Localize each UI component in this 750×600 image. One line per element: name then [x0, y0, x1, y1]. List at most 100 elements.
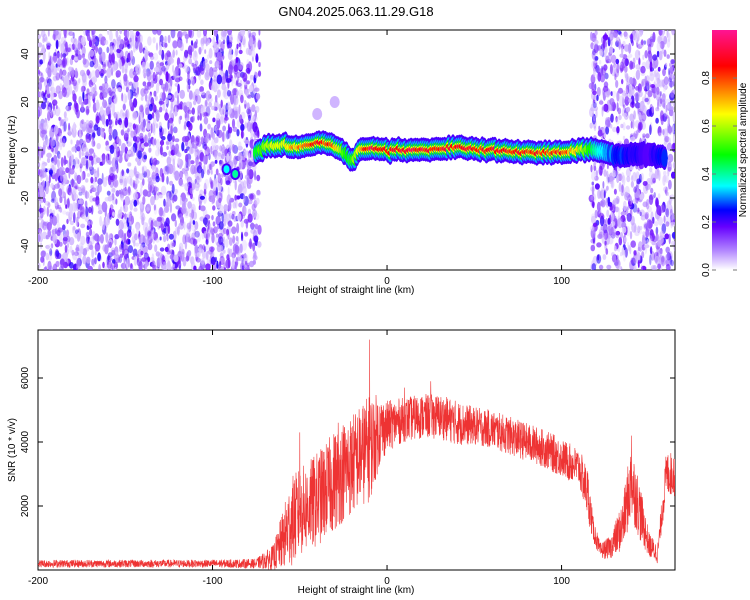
noise-speckle	[188, 85, 191, 90]
noise-speckle	[234, 179, 237, 191]
noise-speckle	[645, 228, 650, 238]
noise-speckle	[109, 45, 113, 55]
noise-speckle	[162, 86, 166, 94]
noise-speckle	[179, 115, 183, 121]
noise-speckle	[177, 157, 181, 165]
noise-speckle	[190, 40, 194, 46]
noise-speckle	[214, 136, 219, 144]
noise-speckle	[211, 139, 217, 148]
noise-speckle	[93, 124, 99, 131]
noise-speckle	[130, 50, 134, 60]
noise-speckle	[212, 117, 216, 123]
noise-speckle	[55, 72, 60, 81]
noise-speckle	[669, 66, 674, 72]
noise-speckle	[593, 222, 598, 227]
noise-speckle	[90, 176, 94, 184]
noise-speckle	[39, 71, 43, 76]
noise-speckle	[231, 226, 237, 235]
noise-speckle	[665, 186, 668, 196]
noise-speckle	[116, 48, 122, 54]
noise-speckle	[203, 246, 207, 253]
noise-speckle	[232, 211, 236, 216]
noise-speckle	[168, 233, 174, 240]
noise-speckle	[119, 30, 122, 35]
noise-speckle	[248, 199, 253, 205]
noise-speckle	[658, 30, 663, 36]
noise-speckle	[665, 263, 671, 270]
noise-speckle	[210, 84, 215, 91]
noise-speckle	[146, 100, 150, 107]
noise-speckle	[644, 97, 649, 103]
noise-speckle	[120, 195, 125, 202]
noise-speckle	[124, 95, 128, 103]
noise-speckle	[76, 232, 81, 242]
noise-speckle	[603, 64, 608, 71]
noise-speckle	[46, 157, 51, 163]
noise-speckle	[177, 83, 180, 94]
noise-speckle	[605, 126, 610, 135]
noise-speckle	[605, 248, 609, 255]
noise-speckle	[58, 241, 63, 247]
noise-speckle	[162, 151, 168, 157]
noise-speckle	[51, 228, 57, 235]
noise-speckle	[231, 76, 237, 84]
noise-speckle	[46, 244, 53, 252]
noise-speckle	[146, 70, 152, 82]
noise-speckle	[159, 167, 164, 178]
noise-speckle	[68, 122, 71, 131]
noise-speckle	[74, 100, 77, 109]
noise-speckle	[624, 247, 628, 258]
noise-speckle	[591, 201, 595, 207]
noise-speckle	[240, 129, 244, 139]
noise-speckle	[97, 252, 101, 262]
noise-speckle	[198, 46, 202, 55]
noise-speckle	[140, 244, 144, 250]
noise-speckle	[92, 235, 99, 241]
noise-speckle	[609, 64, 613, 75]
noise-speckle	[141, 242, 146, 248]
noise-speckle	[159, 247, 165, 252]
noise-speckle	[166, 94, 172, 99]
noise-speckle	[39, 89, 42, 100]
noise-speckle	[610, 91, 613, 96]
noise-speckle	[147, 132, 151, 138]
noise-speckle	[80, 161, 84, 169]
noise-speckle	[127, 162, 132, 167]
noise-speckle	[93, 168, 97, 174]
noise-speckle	[638, 90, 643, 98]
noise-speckle	[140, 121, 145, 131]
noise-speckle	[193, 265, 197, 270]
noise-speckle	[139, 187, 143, 196]
isolated-blob	[314, 110, 321, 118]
noise-speckle	[258, 30, 261, 36]
noise-speckle	[215, 186, 218, 197]
noise-speckle	[163, 261, 167, 266]
noise-speckle	[166, 250, 171, 255]
noise-speckle	[188, 58, 193, 65]
noise-speckle	[603, 189, 606, 199]
noise-speckle	[85, 159, 89, 170]
noise-speckle	[242, 72, 248, 82]
noise-speckle	[108, 52, 113, 64]
noise-speckle	[202, 111, 208, 118]
noise-speckle	[117, 39, 124, 50]
noise-speckle	[80, 36, 86, 46]
noise-speckle	[236, 195, 241, 200]
noise-speckle	[167, 133, 173, 142]
noise-speckle	[174, 170, 180, 181]
noise-speckle	[85, 105, 90, 116]
noise-speckle	[40, 219, 45, 229]
noise-speckle	[614, 215, 617, 223]
noise-speckle	[82, 90, 85, 102]
noise-speckle	[155, 251, 160, 257]
noise-speckle	[123, 259, 126, 269]
noise-speckle	[172, 196, 175, 204]
noise-speckle	[637, 183, 641, 189]
noise-speckle	[628, 200, 632, 205]
noise-speckle	[186, 230, 191, 237]
noise-speckle	[187, 45, 193, 55]
noise-speckle	[93, 181, 97, 192]
noise-speckle	[122, 188, 128, 196]
noise-speckle	[142, 189, 149, 197]
